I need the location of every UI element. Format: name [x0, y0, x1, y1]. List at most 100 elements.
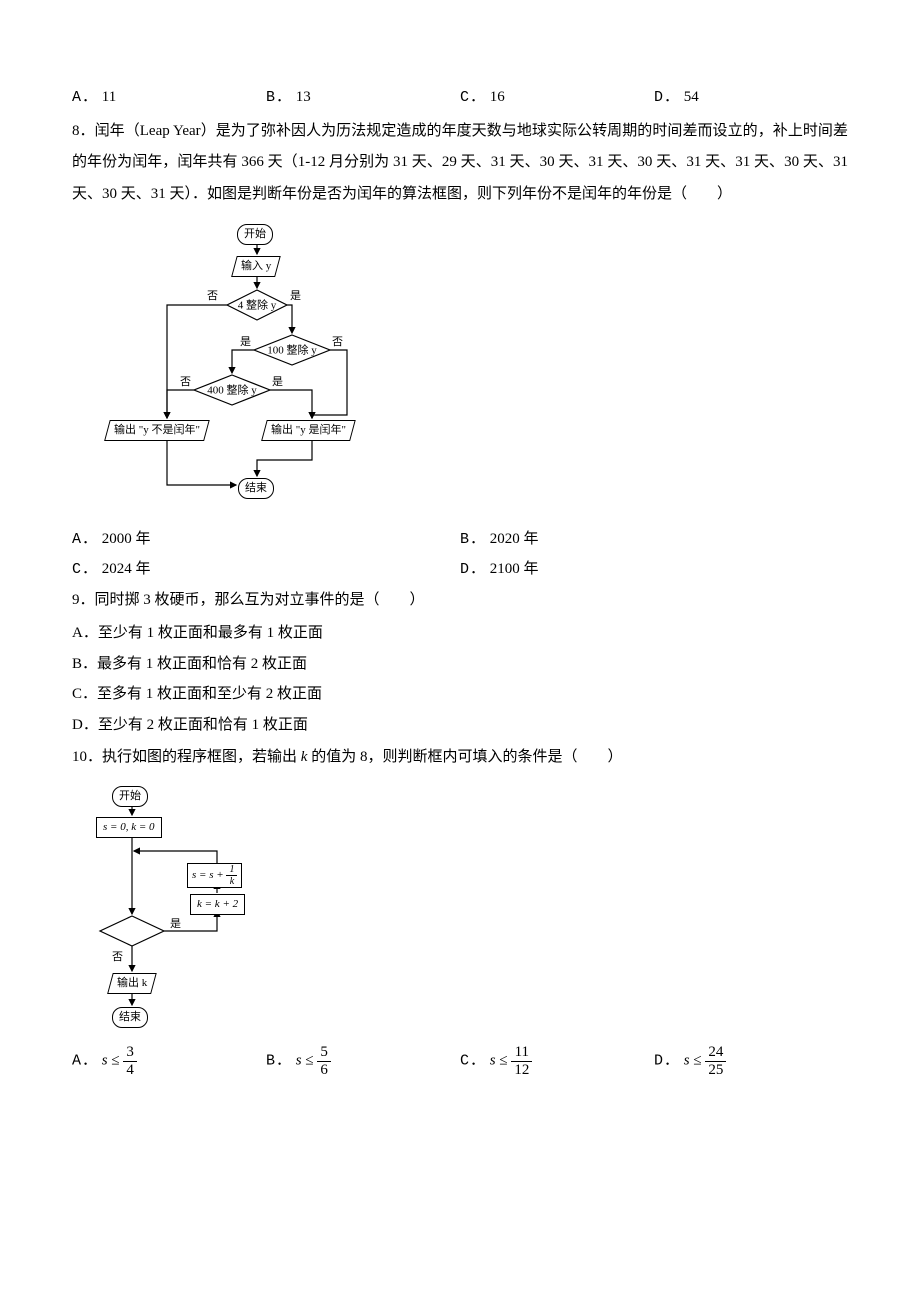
q7-option-a: A． 11 [72, 86, 266, 110]
q8-option-c: C． 2024 年 [72, 558, 460, 582]
q9-option-b: B．最多有 1 枚正面和恰有 2 枚正面 [72, 653, 848, 676]
q10-output: 输出 k [107, 973, 157, 994]
q7-option-c: C． 16 [460, 86, 654, 110]
q10-option-a: A． s ≤ 3 4 [72, 1044, 266, 1078]
q10-text-prefix: 10．执行如图的程序框图，若输出 [72, 749, 301, 765]
q8-out-leap: 输出 "y 是闰年" [261, 420, 355, 441]
q9-text: 9．同时掷 3 枚硬币，那么互为对立事件的是（ ） [72, 587, 848, 614]
q8-end-label: 结束 [245, 482, 267, 494]
q8-out-leap-label: 输出 "y 是闰年" [271, 422, 346, 439]
option-label: B． [460, 531, 486, 548]
option-label: C． [460, 89, 486, 106]
q9-option-a: A．至少有 1 枚正面和最多有 1 枚正面 [72, 622, 848, 645]
fraction-num: 5 [317, 1044, 331, 1062]
q8-option-a: A． 2000 年 [72, 528, 460, 552]
option-label: A． [72, 531, 98, 548]
option-value: 54 [684, 89, 699, 105]
q8-input-label: 输入 y [241, 258, 271, 275]
option-value: 16 [490, 89, 505, 105]
fraction-den: 25 [705, 1062, 726, 1079]
fraction-num: 3 [123, 1044, 137, 1062]
option-value: 2024 年 [102, 561, 151, 577]
ineq-var: s [296, 1052, 302, 1068]
ineq-symbol: ≤ [111, 1052, 119, 1068]
q10-text: 10．执行如图的程序框图，若输出 k 的值为 8，则判断框内可填入的条件是（ ） [72, 744, 848, 771]
option-label: A． [72, 89, 98, 106]
q10-text-mid: 的值为 8，则判断框内可填入的条件是（ ） [307, 749, 622, 765]
q8-flowchart: 4 整除 y 100 整除 y 400 整除 y [72, 220, 848, 520]
q8-cond1-text: 4 整除 y [238, 298, 277, 312]
no-label: 否 [332, 334, 343, 351]
q8-start: 开始 [237, 224, 273, 245]
fraction-den: 6 [317, 1062, 331, 1079]
option-label: A． [72, 1052, 98, 1069]
option-label: C． [72, 561, 98, 578]
q10-output-label: 输出 k [117, 975, 147, 992]
option-value: 2020 年 [490, 531, 539, 547]
q10-end-label: 结束 [119, 1011, 141, 1023]
option-value: 2100 年 [490, 561, 539, 577]
option-value: 2000 年 [102, 531, 151, 547]
fraction-den: 4 [123, 1062, 137, 1079]
page-root: A． 11 B． 13 C． 16 D． 54 8．闰年（Leap Year）是… [0, 0, 920, 1124]
q10-step1: s = s + 1k [187, 863, 242, 888]
question-8: 8．闰年（Leap Year）是为了弥补因人为历法规定造成的年度天数与地球实际公… [72, 116, 848, 582]
yes-label: 是 [290, 288, 301, 305]
q10-option-b: B． s ≤ 5 6 [266, 1044, 460, 1078]
q10-step2-label: k = k + 2 [197, 898, 238, 910]
option-label: C． [460, 1052, 486, 1069]
q8-text: 8．闰年（Leap Year）是为了弥补因人为历法规定造成的年度天数与地球实际公… [72, 116, 848, 211]
q9-option-c: C．至多有 1 枚正面和至少有 2 枚正面 [72, 683, 848, 706]
q8-input: 输入 y [231, 256, 281, 277]
no-label: 否 [207, 288, 218, 305]
ineq-var: s [490, 1052, 496, 1068]
q8-option-d: D． 2100 年 [460, 558, 848, 582]
q10-start: 开始 [112, 786, 148, 807]
q9-option-d: D．至少有 2 枚正面和恰有 1 枚正面 [72, 714, 848, 737]
ineq-symbol: ≤ [499, 1052, 507, 1068]
q10-init-label: s = 0, k = 0 [103, 821, 155, 833]
option-label: D． [654, 89, 680, 106]
fraction-den: 12 [511, 1062, 532, 1079]
q7-options-row: A． 11 B． 13 C． 16 D． 54 [72, 86, 848, 110]
ineq-var: s [684, 1052, 690, 1068]
q8-end: 结束 [238, 478, 274, 499]
ineq-symbol: ≤ [693, 1052, 701, 1068]
option-value: 11 [102, 89, 116, 105]
option-label: B． [266, 1052, 292, 1069]
no-label: 否 [180, 374, 191, 391]
option-label: D． [654, 1052, 680, 1069]
q7-option-b: B． 13 [266, 86, 460, 110]
q8-cond3-text: 400 整除 y [207, 383, 257, 397]
q8-options-row1: A． 2000 年 B． 2020 年 [72, 528, 848, 552]
option-value: 13 [296, 89, 311, 105]
ineq-var: s [102, 1052, 108, 1068]
q8-options-row2: C． 2024 年 D． 2100 年 [72, 558, 848, 582]
fraction-num: 24 [705, 1044, 726, 1062]
fraction: 3 4 [123, 1044, 137, 1078]
fraction: 11 12 [511, 1044, 532, 1078]
ineq-symbol: ≤ [305, 1052, 313, 1068]
q10-step2: k = k + 2 [190, 894, 245, 915]
q8-out-not-leap-label: 输出 "y 不是闰年" [114, 422, 200, 439]
q10-flowchart: 开始 s = 0, k = 0 s = s + 1k k = k + 2 是 否… [72, 781, 848, 1036]
q10-start-label: 开始 [119, 790, 141, 802]
option-label: D． [460, 561, 486, 578]
q10-option-d: D． s ≤ 24 25 [654, 1044, 848, 1078]
yes-label: 是 [240, 334, 251, 351]
q8-out-not-leap: 输出 "y 不是闰年" [104, 420, 209, 441]
q10-init: s = 0, k = 0 [96, 817, 162, 838]
q10-options-row: A． s ≤ 3 4 B． s ≤ 5 6 C． s ≤ [72, 1044, 848, 1078]
q8-start-label: 开始 [244, 228, 266, 240]
no-label: 否 [112, 949, 123, 966]
yes-label: 是 [272, 374, 283, 391]
fraction: 24 25 [705, 1044, 726, 1078]
q10-end: 结束 [112, 1007, 148, 1028]
q7-option-d: D． 54 [654, 86, 848, 110]
option-label: B． [266, 89, 292, 106]
q10-option-c: C． s ≤ 11 12 [460, 1044, 654, 1078]
question-10: 10．执行如图的程序框图，若输出 k 的值为 8，则判断框内可填入的条件是（ ） [72, 744, 848, 1078]
yes-label: 是 [170, 916, 181, 933]
q8-option-b: B． 2020 年 [460, 528, 848, 552]
q8-cond2-text: 100 整除 y [267, 343, 317, 357]
